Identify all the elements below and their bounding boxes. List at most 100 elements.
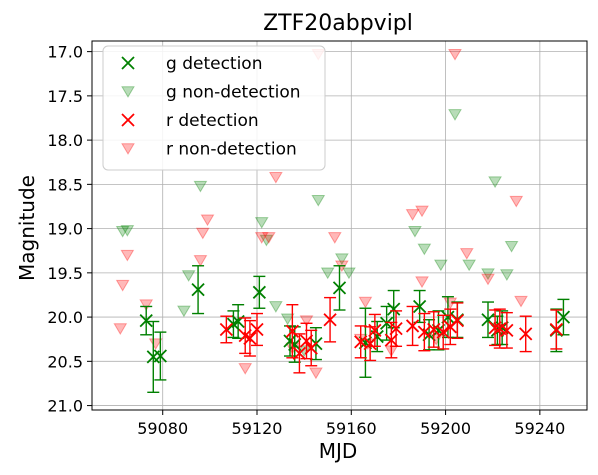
- r-non-detection-point: [448, 48, 462, 61]
- y-tick-label: 18.5: [47, 175, 83, 194]
- r-non-detection-point: [261, 232, 276, 244]
- r-non-detection-point: [268, 171, 283, 184]
- g-detection-point: [139, 313, 153, 328]
- r-non-detection-point: [459, 248, 474, 260]
- g-non-detection-point: [177, 305, 191, 318]
- legend-label: g non-detection: [166, 83, 301, 103]
- g-non-detection-point: [342, 267, 356, 280]
- g-non-detection-point: [320, 267, 335, 280]
- r-detection-point: [500, 323, 514, 337]
- r-non-detection-point: [195, 227, 210, 240]
- g-non-detection-point: [408, 225, 422, 238]
- g-non-detection-point: [433, 259, 448, 272]
- g-non-detection-point: [499, 269, 514, 281]
- r-detection-point: [299, 334, 314, 348]
- r-detection-point: [427, 322, 441, 337]
- r-non-detection-point: [358, 296, 373, 309]
- g-non-detection-point: [488, 176, 502, 189]
- legend-label: g detection: [166, 54, 262, 74]
- y-tick-label: 17.5: [47, 87, 83, 106]
- g-non-detection-point: [504, 240, 519, 253]
- g-detection-series: [139, 265, 571, 394]
- g-non-detection-point: [268, 301, 283, 313]
- legend-triangle-icon: [121, 143, 135, 155]
- x-tick-label: 59240: [514, 419, 565, 438]
- legend-entry: r non-detection: [121, 140, 297, 160]
- y-tick-label: 18.0: [47, 131, 83, 150]
- legend-entry: g detection: [121, 54, 262, 74]
- r-detection-point: [363, 336, 377, 351]
- r-non-detection-point: [238, 363, 253, 375]
- data-layer: [113, 48, 571, 394]
- r-non-detection-point: [514, 295, 528, 308]
- g-detection-point: [191, 283, 205, 297]
- g-non-detection-point: [417, 243, 432, 256]
- r-detection-point: [243, 331, 257, 345]
- r-detection-point: [384, 333, 398, 347]
- legend-label: r non-detection: [166, 140, 297, 160]
- x-tick-label: 59080: [137, 419, 188, 438]
- x-axis-label: MJD: [319, 439, 358, 463]
- r-detection-point: [368, 323, 382, 337]
- r-non-detection-point: [254, 232, 269, 244]
- legend-x-icon: [121, 113, 135, 127]
- g-non-detection-point: [181, 270, 196, 282]
- g-detection-point: [431, 323, 446, 337]
- legend-x-icon: [121, 56, 135, 70]
- y-tick-label: 17.0: [47, 43, 83, 62]
- g-non-detection-point: [280, 313, 295, 326]
- r-non-detection-point: [415, 276, 429, 289]
- x-tick-label: 59120: [232, 419, 283, 438]
- g-non-detection-point: [448, 109, 462, 121]
- x-tick-label: 59160: [326, 419, 377, 438]
- r-non-detection-point: [299, 315, 314, 328]
- r-non-detection-point: [405, 209, 420, 221]
- plot-frame: [91, 40, 588, 411]
- g-detection-point: [288, 337, 302, 352]
- r-detection-point: [292, 346, 307, 361]
- chart-title: ZTF20abpvipl: [263, 11, 413, 36]
- r-non-detection-point: [309, 367, 323, 380]
- legend-entry: g non-detection: [121, 83, 301, 103]
- g-non-detection-point: [462, 259, 477, 272]
- g-non-detection-point: [481, 268, 495, 281]
- legend-triangle-icon: [121, 86, 135, 98]
- y-tick-label: 19.0: [47, 220, 83, 239]
- g-detection-point: [153, 349, 167, 363]
- legend-entry: r detection: [121, 111, 259, 131]
- r-detection-point: [219, 322, 233, 337]
- r-non-detection-point: [139, 299, 154, 312]
- r-detection-point: [389, 321, 403, 336]
- r-detection-series: [219, 296, 563, 374]
- y-axis-label: Magnitude: [15, 175, 39, 281]
- g-non-detection-point: [254, 217, 269, 229]
- r-detection-point: [417, 325, 431, 339]
- r-non-detection-point: [113, 323, 128, 335]
- r-non-detection-point: [120, 249, 135, 262]
- g-detection-point: [556, 310, 571, 324]
- r-non-detection-point: [481, 273, 495, 286]
- y-tick-label: 19.5: [47, 264, 83, 283]
- axis-ticks: 59080 59120 59160 59200 59240 17.0 17.5 18.0 18.…: [47, 43, 565, 438]
- g-non-detection-point: [120, 225, 135, 237]
- g-non-detection-series: [115, 109, 519, 358]
- r-detection-point: [285, 324, 299, 338]
- r-non-detection-point: [327, 232, 342, 244]
- g-non-detection-point: [193, 180, 208, 193]
- r-detection-point: [519, 327, 533, 341]
- g-non-detection-point: [115, 225, 130, 238]
- r-non-detection-point: [115, 279, 130, 292]
- r-detection-point: [250, 322, 264, 337]
- g-non-detection-point: [259, 234, 274, 247]
- r-detection-point: [323, 313, 337, 327]
- legend: g detection g non-detection r detection r n…: [102, 45, 326, 171]
- r-detection-point: [450, 313, 464, 328]
- y-tick-label: 20.0: [47, 308, 83, 327]
- legend-box: [102, 45, 326, 171]
- g-detection-point: [252, 285, 266, 299]
- r-detection-point: [549, 322, 563, 337]
- r-detection-point: [304, 341, 318, 355]
- y-tick-label: 20.5: [47, 352, 83, 371]
- g-detection-point: [441, 310, 455, 324]
